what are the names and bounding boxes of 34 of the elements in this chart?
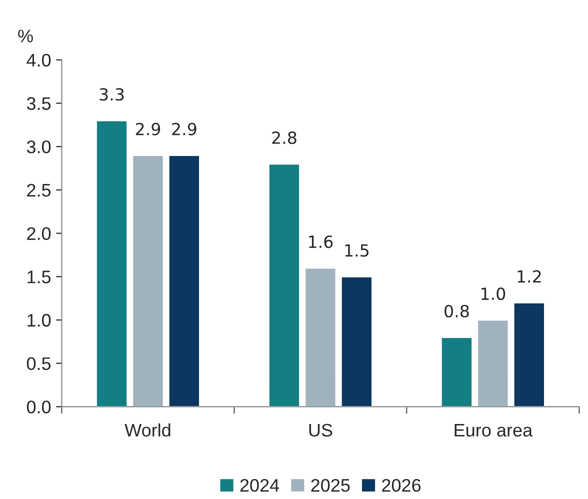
y-tick-label: 3.5 <box>26 97 51 110</box>
y-tick-label: 1.5 <box>28 270 51 284</box>
x-tick-label: World <box>124 423 170 437</box>
data-label: 0.8 <box>444 304 469 318</box>
data-label: 1.2 <box>518 270 541 283</box>
legend-label: 2026 <box>382 478 421 492</box>
legend-label: 2025 <box>311 478 350 492</box>
data-label: 3.3 <box>100 88 124 101</box>
bar <box>168 154 200 407</box>
bar <box>304 267 337 407</box>
x-tick-label: US <box>309 424 332 437</box>
y-tick-label: 2.5 <box>27 184 51 197</box>
bar <box>132 154 164 407</box>
y-tick-label: 4.0 <box>26 54 51 67</box>
bar <box>440 336 473 407</box>
bar <box>340 276 373 407</box>
x-tick-label: Euro area <box>454 424 533 437</box>
y-tick-label: 2.0 <box>27 227 51 240</box>
y-tick-label: 0.0 <box>26 400 51 414</box>
y-tick-label: 0.5 <box>26 357 51 370</box>
bar <box>96 120 128 407</box>
y-tick-label: 1.0 <box>28 314 51 327</box>
y-axis-title: % <box>18 30 33 42</box>
bar <box>512 302 546 407</box>
data-label: 2.9 <box>136 122 160 136</box>
data-label: 2.9 <box>172 122 196 136</box>
bar <box>476 319 510 407</box>
bar <box>268 163 300 407</box>
legend-label: 2024 <box>240 478 280 492</box>
data-label: 2.8 <box>272 131 296 144</box>
data-label: 1.6 <box>309 235 333 248</box>
y-tick-label: 3.0 <box>26 140 51 154</box>
data-label: 1.0 <box>482 287 506 300</box>
data-label: 1.5 <box>345 244 368 257</box>
